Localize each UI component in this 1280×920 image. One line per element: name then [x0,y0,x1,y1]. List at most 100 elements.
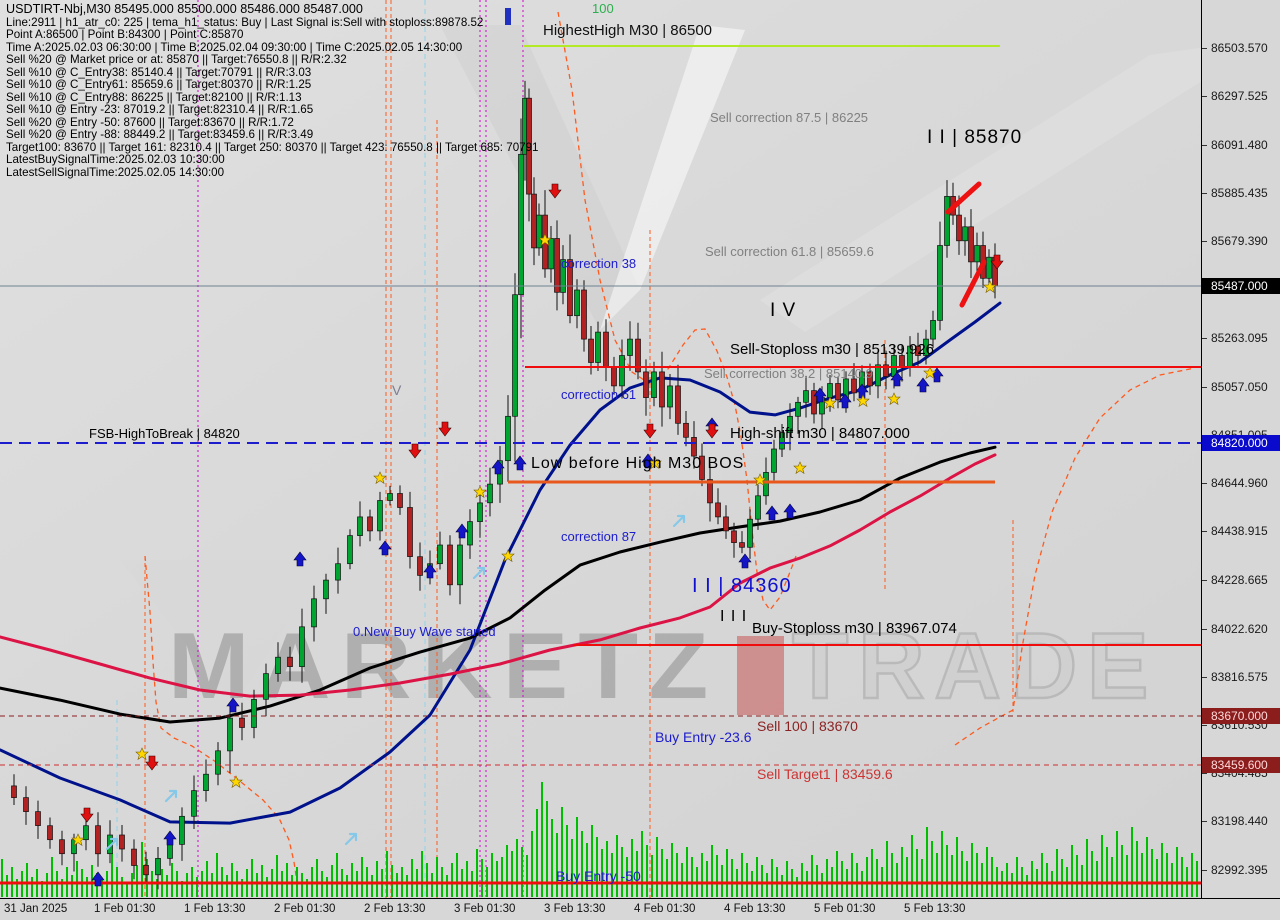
star-icon [648,456,662,470]
candle-body [531,193,537,249]
x-axis-label: 4 Feb 13:30 [724,903,786,915]
x-axis-label: 31 Jan 2025 [4,903,68,915]
volume-bar [6,875,8,897]
y-tick-label: 84228.665 [1211,573,1268,588]
volume-bar [941,831,943,897]
volume-bar [971,843,973,897]
candle-body [437,544,443,565]
price-tag: 83670.000 [1202,708,1280,724]
sell-arrow-icon [705,423,719,439]
buy-arrow-icon [226,697,240,713]
volume-bar [506,845,508,897]
volume-bar [1126,855,1128,897]
candle-body [518,153,524,296]
volume-bar [376,861,378,897]
volume-bar [136,865,138,897]
candle-body [968,226,974,263]
volume-bar [551,819,553,897]
candle-body [795,401,801,417]
volume-bar [496,861,498,897]
annotation-label: FSB-HighToBreak | 84820 [89,426,240,441]
volume-bar [491,853,493,897]
volume-bar [1081,865,1083,897]
volume-bar [1,859,3,897]
volume-bar [726,849,728,897]
price-tag: 85487.000 [1202,278,1280,294]
volume-bar [196,877,198,897]
sell-arrow-icon [438,421,452,437]
candle-body [588,338,594,363]
volume-bar [1016,857,1018,897]
buy-arrow-icon [738,553,752,569]
candle-body [787,415,793,434]
volume-bar [431,873,433,897]
volume-bar [171,863,173,897]
volume-bar [801,863,803,897]
star-icon [753,473,767,487]
volume-bar [86,877,88,897]
volume-bar [926,827,928,897]
volume-bar [61,879,63,897]
annotation-label: 0.New Buy Wave started [353,624,496,639]
buy-arrow-icon [765,505,779,521]
y-tick-label: 84438.915 [1211,524,1268,539]
star-icon [501,549,515,563]
candle-body [251,699,257,728]
candle-body [755,495,761,520]
volume-bar [636,851,638,897]
annotation-label: Sell-Stoploss m30 | 85139.926 [730,341,935,358]
annotation-label: Sell Target1 | 83459.6 [757,766,893,782]
candle-body [239,717,245,728]
volume-bar [426,863,428,897]
volume-bar [951,855,953,897]
candle-body [35,811,41,826]
volume-bar [511,851,513,897]
volume-bar [16,879,18,897]
candle-body [930,320,936,340]
volume-bar [1166,853,1168,897]
info-line: Sell %20 @ Market price or at: 85870 || … [6,53,347,66]
volume-bar [671,843,673,897]
buy-arrow-icon [783,503,797,519]
candle-body [651,371,657,398]
ma-black-line [0,445,997,724]
volume-bar [141,842,143,897]
y-tick-label: 85263.095 [1211,331,1268,346]
star-icon [823,396,837,410]
volume-bar [1191,853,1193,897]
candle-body [505,415,511,462]
candle-body [875,364,881,387]
volume-bar [411,859,413,897]
watermark-word-trade: TRADE [791,612,1159,720]
buy-arrow-icon [91,871,105,887]
volume-bar [826,859,828,897]
candle-body [707,479,713,504]
y-tick-mark [1202,773,1207,775]
volume-bar [516,839,518,897]
envelope-band-line [954,367,1196,746]
x-axis-label: 3 Feb 13:30 [544,903,606,915]
candle-body [215,750,221,775]
y-tick-mark [1202,676,1207,678]
volume-bar [691,857,693,897]
candle-body [723,516,729,532]
candle-body [155,858,161,876]
candle-body [11,785,17,798]
candle-body [131,848,137,866]
volume-bar [1176,847,1178,897]
y-tick-mark [1202,482,1207,484]
annotation-label: Low before High M30 BOS [531,455,745,472]
star-icon [856,394,870,408]
volume-bar [716,855,718,897]
info-line: Time A:2025.02.03 06:30:00 | Time B:2025… [6,41,463,54]
volume-bar [876,859,878,897]
volume-bar [71,875,73,897]
candle-body [915,345,921,356]
volume-bar [621,847,623,897]
candle-body [937,245,943,321]
envelope-band-line [557,11,797,612]
candle-body [263,673,269,700]
volume-bar [126,883,128,897]
